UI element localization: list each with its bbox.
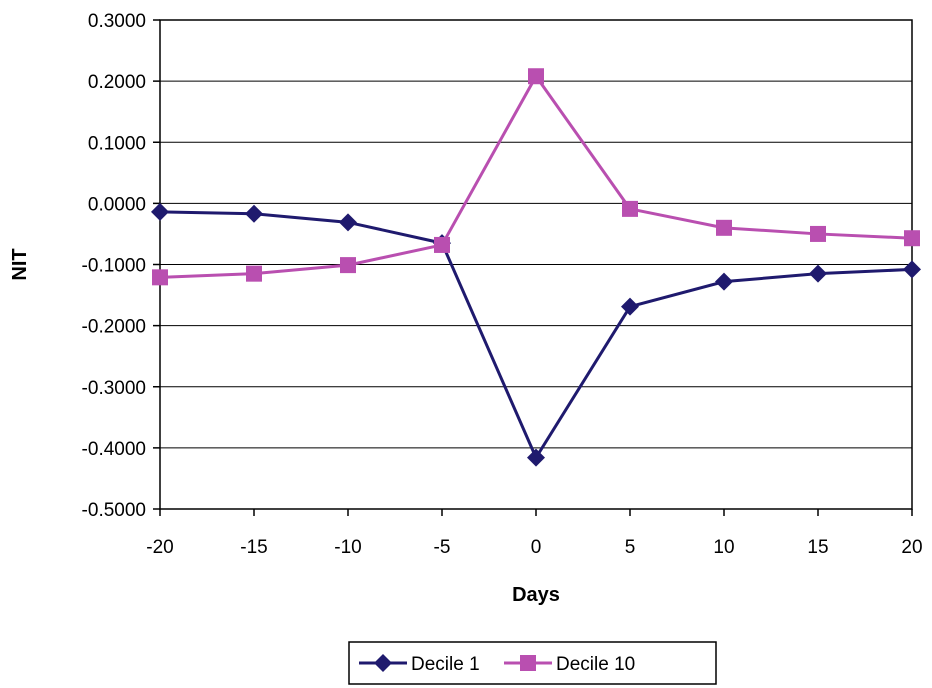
data-point <box>245 204 263 223</box>
x-tick-label: 10 <box>713 537 734 558</box>
legend-item: Decile 1 <box>359 654 480 675</box>
data-point <box>903 260 921 279</box>
data-point <box>246 265 262 282</box>
y-tick-label: 0.2000 <box>88 72 146 93</box>
legend-marker <box>374 654 392 672</box>
data-point <box>809 264 827 283</box>
data-point <box>152 269 168 286</box>
legend-label: Decile 10 <box>556 654 635 675</box>
y-tick-label: 0.3000 <box>88 11 146 32</box>
series-line <box>159 210 913 461</box>
y-tick-label: -0.3000 <box>82 378 146 399</box>
series-layer <box>151 68 921 467</box>
x-axis-ticks: -20 -15 -10 -5 0 5 10 15 20 <box>146 509 923 558</box>
data-point <box>340 257 356 274</box>
y-tick-label: 0.1000 <box>88 133 146 154</box>
y-tick-label: 0.0000 <box>88 194 146 215</box>
data-point <box>434 236 450 253</box>
data-point <box>715 272 733 291</box>
data-point <box>621 297 639 316</box>
x-tick-label: 20 <box>901 537 922 558</box>
x-tick-label: 15 <box>807 537 828 558</box>
x-tick-label: 0 <box>531 537 542 558</box>
data-point <box>622 200 638 217</box>
series-1 <box>151 202 921 467</box>
series-line <box>159 73 913 279</box>
x-axis-title: Days <box>512 584 560 606</box>
data-point <box>716 219 732 236</box>
y-tick-label: -0.2000 <box>82 317 146 338</box>
data-point <box>151 202 169 221</box>
y-tick-label: -0.5000 <box>82 500 146 521</box>
legend: Decile 1 Decile 10 <box>348 641 717 685</box>
y-axis-title: NIT <box>9 248 31 280</box>
data-point <box>339 213 357 232</box>
x-tick-label: 5 <box>625 537 636 558</box>
legend-marker <box>520 655 536 671</box>
legend-label: Decile 1 <box>411 654 480 675</box>
data-point <box>810 225 826 242</box>
data-point <box>528 68 544 85</box>
data-point <box>904 230 920 247</box>
x-tick-label: -10 <box>334 537 361 558</box>
y-tick-label: -0.4000 <box>82 439 146 460</box>
y-tick-label: -0.1000 <box>82 256 146 277</box>
legend-item: Decile 10 <box>504 654 635 675</box>
x-tick-label: -20 <box>146 537 173 558</box>
gridlines <box>160 80 912 449</box>
x-tick-label: -15 <box>240 537 267 558</box>
series-2 <box>152 68 920 286</box>
x-tick-label: -5 <box>434 537 451 558</box>
data-point <box>527 448 545 467</box>
y-axis-ticks: 0.3000 0.2000 0.1000 0.0000 -0.1000 -0.2000 -0… <box>82 11 160 521</box>
